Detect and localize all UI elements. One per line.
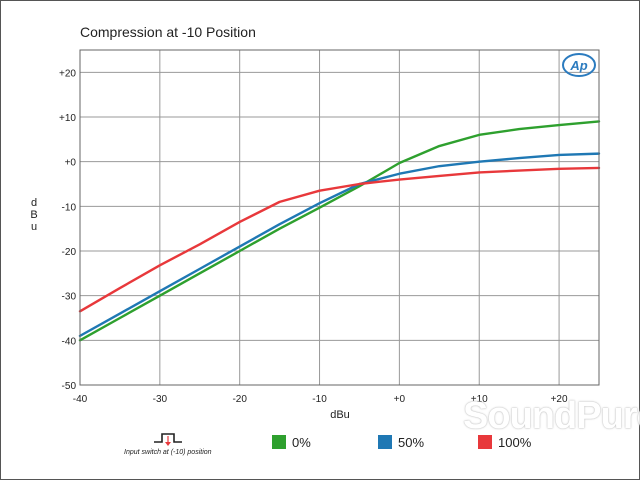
y-tick-label: -50 xyxy=(62,381,77,392)
legend-item-50pct: 50% xyxy=(378,434,424,450)
chart-title: Compression at -10 Position xyxy=(80,24,256,40)
y-tick-label: +10 xyxy=(59,113,76,124)
y-axis-label-char: d xyxy=(31,197,37,209)
svg-text:Ap: Ap xyxy=(569,58,587,73)
plot-border xyxy=(79,49,600,386)
y-tick-label: -40 xyxy=(62,336,77,347)
x-tick-label: -10 xyxy=(312,394,327,405)
x-tick-label: +20 xyxy=(551,394,568,405)
legend-item-0pct: 0% xyxy=(272,434,311,450)
ap-logo-icon: Ap xyxy=(562,53,596,77)
y-tick-label: -10 xyxy=(62,202,77,213)
legend-label-0pct: 0% xyxy=(292,434,311,450)
x-axis-label: dBu xyxy=(330,409,350,421)
y-axis-label-char: B xyxy=(30,209,37,221)
y-axis-label-char: u xyxy=(31,221,37,233)
grid-lines xyxy=(79,50,599,386)
x-tick-label: +10 xyxy=(471,394,488,405)
legend-label-50pct: 50% xyxy=(398,434,425,450)
legend-swatch-0pct xyxy=(272,435,286,449)
series-layer xyxy=(78,120,601,342)
legend-label-100pct: 100% xyxy=(498,434,532,450)
y-tick-label: +0 xyxy=(65,158,77,169)
soundpure-watermark: SoundPure xyxy=(463,395,640,437)
legend-swatch-100pct xyxy=(478,435,492,449)
series-line-2 xyxy=(78,166,601,313)
series-line-0 xyxy=(78,120,601,342)
y-tick-label: -30 xyxy=(62,292,77,303)
y-axis-label: dBu xyxy=(30,197,37,233)
y-tick-label: +20 xyxy=(59,68,76,79)
input-switch-icon xyxy=(154,433,182,446)
y-tick-label: -20 xyxy=(62,247,77,258)
input-switch-caption: Input switch at (-10) position xyxy=(124,449,212,456)
tick-labels: -40 -30 -20 -10 +0 +10 +20 +20 +10 +0 -10 -20 -30 -40… xyxy=(59,68,568,405)
legend-item-100pct: 100% xyxy=(478,434,531,450)
x-tick-label: -30 xyxy=(153,394,168,405)
x-tick-label: +0 xyxy=(394,394,406,405)
x-tick-label: -40 xyxy=(73,394,88,405)
legend-swatch-50pct xyxy=(378,435,392,449)
x-tick-label: -20 xyxy=(232,394,247,405)
series-line-1 xyxy=(78,152,601,338)
